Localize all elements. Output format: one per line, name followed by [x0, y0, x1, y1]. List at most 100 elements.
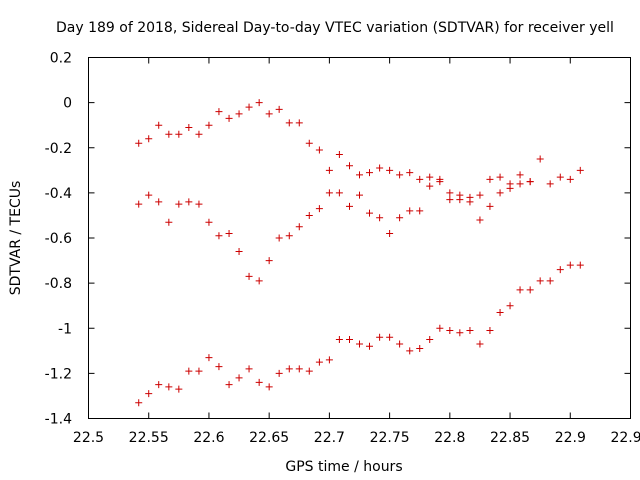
data-point	[285, 232, 293, 240]
data-point	[185, 198, 193, 206]
data-point	[566, 261, 574, 269]
data-point	[396, 340, 404, 348]
data-point	[205, 354, 213, 362]
data-point	[426, 182, 434, 190]
data-point	[546, 180, 554, 188]
data-point	[165, 130, 173, 138]
data-point	[285, 365, 293, 373]
data-point	[506, 184, 514, 192]
data-point	[295, 223, 303, 231]
y-tick-label: 0	[63, 96, 72, 112]
data-point	[376, 164, 384, 172]
data-point	[546, 277, 554, 285]
y-tick-label: 0.2	[50, 51, 72, 67]
data-point	[406, 207, 414, 215]
data-point	[325, 189, 333, 197]
x-tick-label: 22.5	[73, 430, 104, 446]
data-point	[456, 329, 464, 337]
data-point	[356, 191, 363, 199]
y-tick-label: -0.4	[45, 186, 72, 202]
data-point	[315, 358, 323, 366]
data-point	[195, 367, 203, 375]
data-point	[275, 105, 283, 113]
data-point	[175, 385, 183, 393]
data-point	[346, 162, 354, 170]
data-point	[145, 390, 153, 398]
data-point	[476, 191, 484, 199]
data-point	[406, 347, 414, 355]
data-point	[235, 374, 243, 382]
data-point	[536, 277, 544, 285]
data-point	[245, 272, 253, 280]
data-point	[466, 327, 474, 335]
data-point	[496, 308, 504, 316]
plot-frame	[88, 57, 631, 419]
data-point	[376, 333, 384, 341]
data-point	[185, 123, 193, 131]
data-point	[436, 324, 444, 332]
data-point	[476, 216, 484, 224]
y-axis-label: SDTVAR / TECUs	[8, 181, 24, 296]
data-point	[446, 327, 454, 335]
data-point	[255, 378, 263, 386]
x-tick-labels: 22.5 22.55 22.6 22.65 22.7 22.75 22.8 22.85 22.9…	[73, 430, 640, 446]
data-point	[165, 218, 173, 226]
data-point	[516, 180, 524, 188]
data-point	[225, 114, 233, 122]
data-point	[365, 209, 373, 217]
data-point	[365, 169, 373, 177]
y-tick-labels: 0.2 0 -0.2 -0.4 -0.6 -0.8 -1 -1.2 -1.4	[45, 51, 72, 428]
data-point	[416, 175, 424, 183]
chart-title: Day 189 of 2018, Sidereal Day-to-day VTE…	[56, 20, 614, 36]
data-point	[516, 171, 524, 179]
data-point	[396, 171, 404, 179]
y-tick-label: -0.6	[45, 231, 72, 247]
data-point	[335, 151, 343, 159]
data-point	[325, 166, 333, 174]
data-point	[175, 130, 183, 138]
data-point	[456, 191, 464, 199]
data-point	[315, 205, 323, 213]
data-point	[255, 99, 263, 107]
data-point	[215, 363, 223, 371]
y-tick-label: -0.2	[45, 141, 72, 157]
data-point	[255, 277, 263, 285]
data-point	[516, 286, 524, 294]
x-tick-label: 22.95	[610, 430, 640, 446]
data-point	[215, 232, 223, 240]
data-point	[335, 189, 343, 197]
x-tick-label: 22.75	[370, 430, 410, 446]
data-point	[446, 196, 454, 204]
series-track-lower	[135, 261, 584, 407]
data-point	[426, 173, 434, 181]
data-point	[476, 340, 484, 348]
data-point	[356, 171, 363, 179]
data-point	[406, 169, 414, 177]
x-tick-label: 22.9	[555, 430, 586, 446]
data-point	[205, 218, 213, 226]
data-point	[155, 381, 163, 389]
x-tick-label: 22.65	[249, 430, 289, 446]
data-point	[295, 119, 303, 127]
data-point	[436, 175, 444, 183]
x-tick-label: 22.6	[193, 430, 224, 446]
data-point	[165, 383, 173, 391]
data-points	[135, 99, 584, 407]
data-point	[175, 200, 183, 208]
data-point	[155, 121, 163, 129]
data-point	[566, 175, 574, 183]
data-point	[245, 103, 253, 111]
data-point	[265, 257, 273, 265]
x-tick-label: 22.7	[314, 430, 345, 446]
data-point	[295, 365, 303, 373]
data-point	[496, 189, 504, 197]
data-point	[155, 198, 163, 206]
data-point	[335, 336, 343, 344]
data-point	[275, 234, 283, 242]
data-point	[205, 121, 213, 129]
data-point	[265, 110, 273, 118]
data-point	[195, 130, 203, 138]
series-track-middle	[135, 175, 534, 285]
data-point	[245, 365, 253, 373]
data-point	[225, 229, 233, 237]
